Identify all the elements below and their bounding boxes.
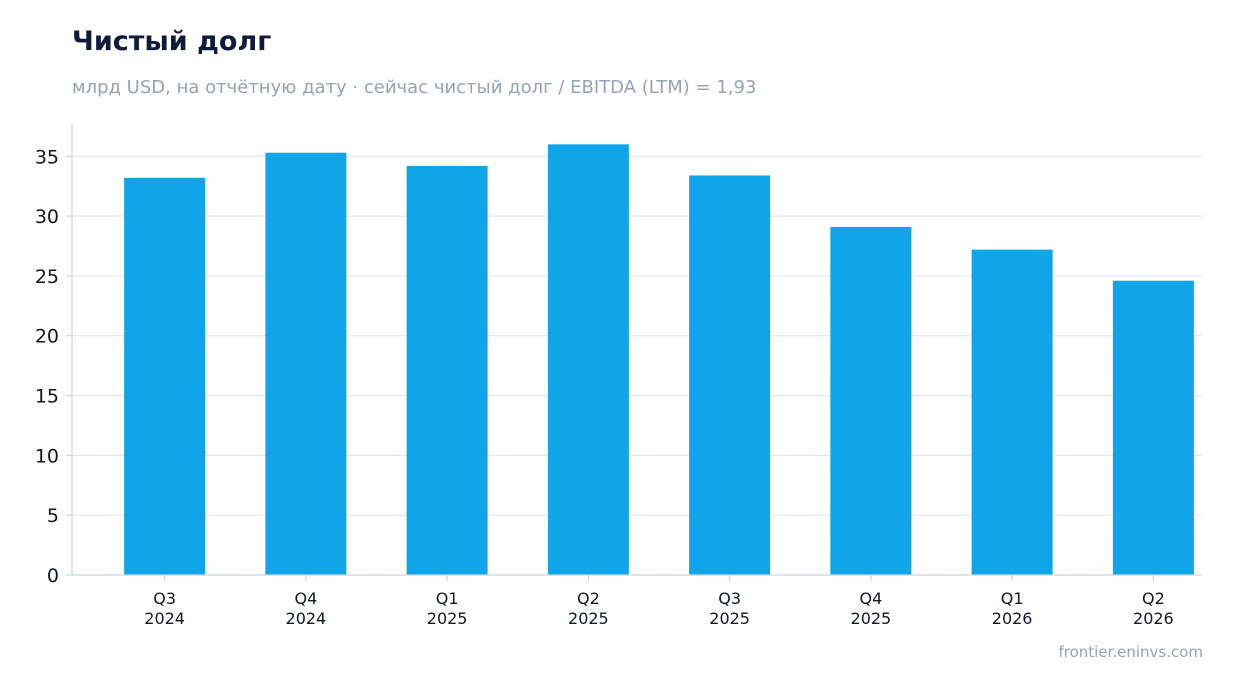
chart-title: Чистый долг (72, 26, 272, 57)
x-tick-label: 2025 (568, 609, 609, 628)
x-tick-label: 2024 (144, 609, 185, 628)
x-tick-label: 2026 (992, 609, 1033, 628)
y-tick-label: 5 (47, 505, 59, 527)
bar (689, 175, 771, 576)
y-tick-label: 30 (35, 206, 59, 228)
axes (66, 124, 1202, 581)
y-tick-label: 25 (35, 266, 59, 288)
x-tick-label: Q4 (859, 589, 882, 608)
y-tick-label: 35 (35, 146, 59, 168)
x-tick-label: Q3 (718, 589, 741, 608)
bar (971, 249, 1053, 575)
x-tick-label: Q2 (577, 589, 600, 608)
x-tick-label: Q1 (436, 589, 459, 608)
y-tick-labels: 0 5 10 15 20 25 30 35 (35, 146, 59, 587)
bar (265, 152, 347, 575)
bar (830, 226, 912, 576)
x-tick-label: Q1 (1001, 589, 1024, 608)
bar (124, 177, 206, 575)
x-tick-labels: Q32024Q42024Q12025Q22025Q32025Q42025Q120… (144, 589, 1173, 628)
chart-subtitle: млрд USD, на отчётную дату · сейчас чист… (72, 77, 757, 98)
x-tick-label: 2025 (851, 609, 892, 628)
y-tick-label: 20 (35, 326, 59, 348)
y-tick-label: 10 (35, 445, 59, 467)
y-tick-label: 0 (47, 565, 59, 587)
x-tick-label: 2025 (709, 609, 750, 628)
bar (406, 165, 488, 575)
x-tick-label: Q3 (153, 589, 176, 608)
x-tick-label: 2025 (427, 609, 468, 628)
bar (547, 144, 629, 576)
bar (1112, 280, 1194, 575)
source-label: frontier.eninvs.com (1058, 643, 1203, 661)
x-tick-label: 2024 (286, 609, 327, 628)
x-tick-label: Q2 (1142, 589, 1165, 608)
x-tick-label: Q4 (294, 589, 317, 608)
y-tick-label: 15 (35, 386, 59, 408)
x-tick-label: 2026 (1133, 609, 1174, 628)
bars (124, 144, 1194, 576)
